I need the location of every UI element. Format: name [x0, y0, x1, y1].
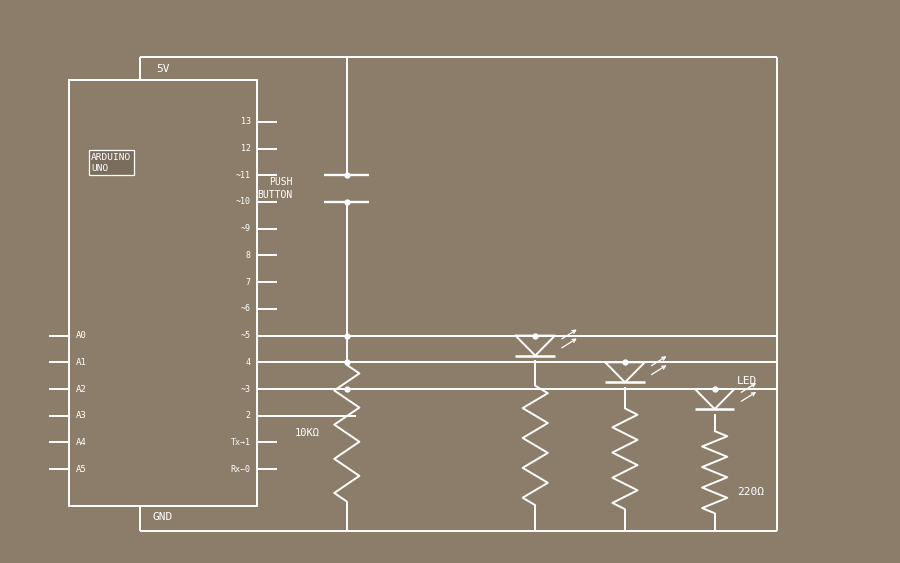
- Text: 4: 4: [246, 358, 251, 367]
- Text: ARDUINO
UNO: ARDUINO UNO: [91, 153, 131, 173]
- Text: 8: 8: [246, 251, 251, 260]
- Text: 5V: 5V: [156, 64, 169, 74]
- Text: ~10: ~10: [236, 198, 251, 207]
- Text: ~3: ~3: [241, 385, 251, 394]
- Text: 2: 2: [246, 411, 251, 420]
- Text: A3: A3: [76, 411, 86, 420]
- Text: ~9: ~9: [241, 224, 251, 233]
- Text: 13: 13: [241, 117, 251, 126]
- Text: Tx→1: Tx→1: [230, 438, 251, 447]
- Text: A5: A5: [76, 464, 86, 473]
- Text: ~11: ~11: [236, 171, 251, 180]
- Text: A2: A2: [76, 385, 86, 394]
- Text: ~6: ~6: [241, 305, 251, 314]
- Text: 10KΩ: 10KΩ: [295, 428, 319, 438]
- Text: PUSH
BUTTON: PUSH BUTTON: [257, 177, 293, 200]
- Text: A1: A1: [76, 358, 86, 367]
- Text: 7: 7: [246, 278, 251, 287]
- Text: LED: LED: [737, 376, 758, 386]
- Text: Rx−0: Rx−0: [230, 464, 251, 473]
- Bar: [68, 80, 257, 506]
- Text: 12: 12: [241, 144, 251, 153]
- Text: A0: A0: [76, 331, 86, 340]
- Text: 220Ω: 220Ω: [737, 486, 764, 497]
- Text: GND: GND: [153, 512, 173, 522]
- Text: ~5: ~5: [241, 331, 251, 340]
- Text: A4: A4: [76, 438, 86, 447]
